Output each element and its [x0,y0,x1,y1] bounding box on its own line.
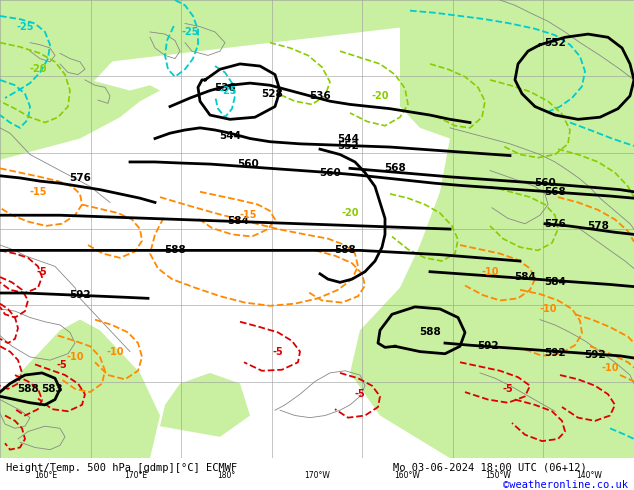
Text: -5: -5 [37,267,48,277]
Text: -10: -10 [601,363,619,372]
Text: Mo 03-06-2024 18:00 UTC (06+12): Mo 03-06-2024 18:00 UTC (06+12) [393,463,587,473]
Text: -25: -25 [181,27,198,37]
Text: -5: -5 [503,384,514,394]
Text: -5: -5 [354,389,365,399]
Text: -15: -15 [239,210,257,220]
Polygon shape [350,0,634,458]
Text: 584: 584 [227,216,249,225]
Polygon shape [0,0,200,144]
Text: 576: 576 [69,173,91,183]
Text: -20: -20 [341,208,359,218]
Text: 583: 583 [41,384,63,394]
Polygon shape [0,0,634,74]
Text: -10: -10 [540,304,557,314]
Text: 592: 592 [544,348,566,358]
Text: 560: 560 [319,168,341,177]
Text: 588: 588 [334,245,356,255]
Text: 588: 588 [17,384,39,394]
Text: 140°W: 140°W [576,471,602,480]
Text: 544: 544 [219,131,241,142]
Text: -25: -25 [219,86,236,96]
Text: -25: -25 [16,22,34,32]
Text: 170°W: 170°W [304,471,330,480]
Text: -5: -5 [273,346,283,357]
Text: -10: -10 [107,346,124,357]
Text: ©weatheronline.co.uk: ©weatheronline.co.uk [503,480,628,490]
Text: 560: 560 [237,159,259,169]
Text: 592: 592 [69,290,91,300]
Text: 588: 588 [419,327,441,338]
Text: -5: -5 [56,361,67,370]
Polygon shape [0,319,160,458]
Text: -20: -20 [372,91,389,101]
Text: -15: -15 [29,187,47,197]
Text: 584: 584 [544,277,566,287]
Polygon shape [400,0,634,139]
Text: 536: 536 [214,83,236,94]
Text: 536: 536 [309,91,331,101]
Text: 552: 552 [337,141,359,151]
Text: 180°: 180° [217,471,236,480]
Text: Height/Temp. 500 hPa [gdmp][°C] ECMWF: Height/Temp. 500 hPa [gdmp][°C] ECMWF [6,463,238,473]
Text: 160°E: 160°E [34,471,57,480]
Text: 568: 568 [544,187,566,197]
Text: 578: 578 [587,221,609,231]
Text: 568: 568 [384,163,406,173]
Polygon shape [0,0,160,160]
Text: 584: 584 [514,272,536,282]
Text: 150°W: 150°W [485,471,511,480]
Text: 592: 592 [584,350,606,360]
Text: 544: 544 [337,133,359,144]
Text: 552: 552 [544,38,566,48]
Text: 170°E: 170°E [124,471,148,480]
Text: 588: 588 [164,245,186,255]
Text: 528: 528 [261,89,283,99]
Text: -20: -20 [29,64,47,74]
Text: 560: 560 [534,178,556,188]
Text: 592: 592 [477,341,499,351]
Text: -10: -10 [481,267,499,277]
Polygon shape [160,373,250,437]
Text: 160°W: 160°W [394,471,420,480]
Text: 576: 576 [544,219,566,229]
Text: -10: -10 [66,352,84,362]
